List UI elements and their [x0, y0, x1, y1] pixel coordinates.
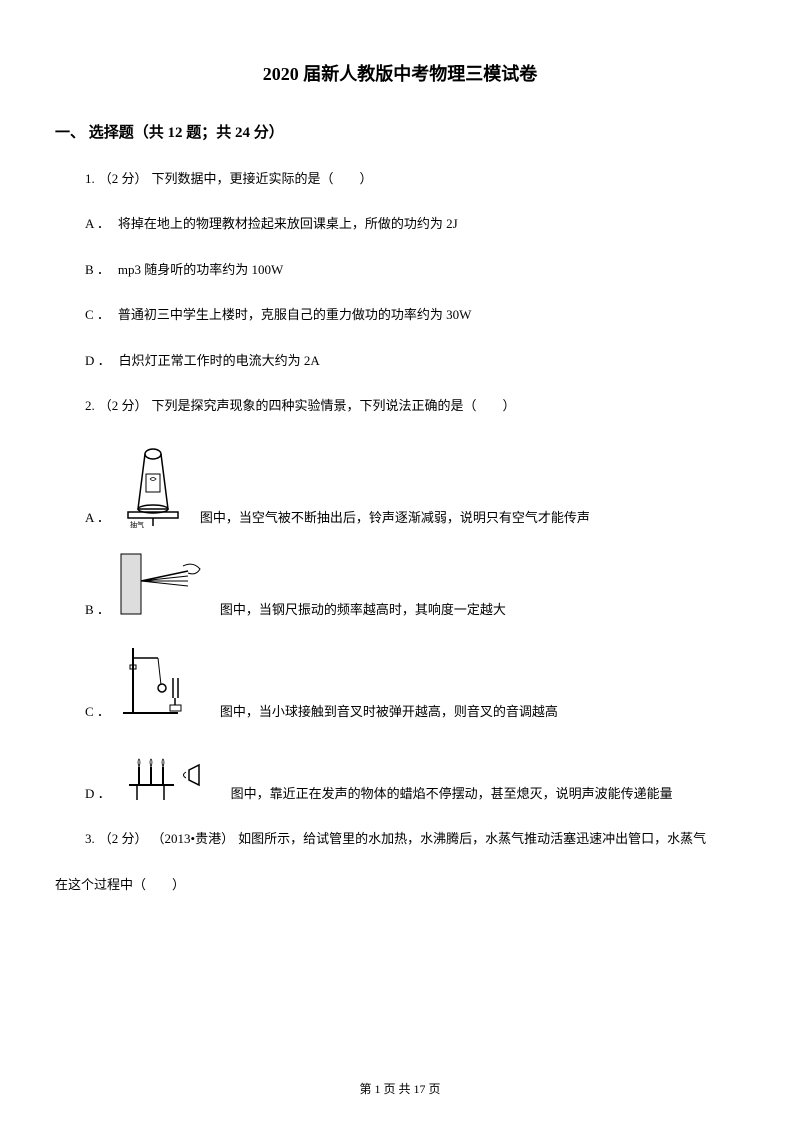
option-label: C ． [85, 700, 110, 723]
option-1b: B ． mp3 随身听的功率约为 100W [55, 258, 745, 281]
question-number: 3. [85, 831, 95, 846]
question-points: （2 分） [99, 831, 148, 846]
option-2d: D ． 图中，靠近正在发声的物体的蜡焰不停摆动，甚至熄灭，说明声波能传递能量 [55, 745, 745, 805]
question-points: （2 分） [99, 398, 148, 413]
option-2c: C ． 图中，当小球接触到音叉时被弹开越高，则音叉的音调越高 [55, 643, 745, 723]
footer-total: 17 [414, 1082, 426, 1096]
option-text: 将掉在地上的物理教材捡起来放回课桌上，所做的功约为 2J [118, 212, 458, 235]
option-text: 图中，当钢尺振动的频率越高时，其响度一定越大 [220, 598, 506, 621]
page-footer: 第 1 页 共 17 页 [0, 1080, 800, 1097]
option-2a: A ． 抽气 图中，当空气被不断抽出后，铃声逐渐减弱，说明只有空气才能传声 [55, 439, 745, 529]
footer-current: 1 [374, 1082, 380, 1096]
question-2: 2. （2 分） 下列是探究声现象的四种实验情景，下列说法正确的是（ ） [55, 394, 745, 417]
footer-middle: 页 共 [383, 1082, 410, 1096]
option-text: 图中，靠近正在发声的物体的蜡焰不停摆动，甚至熄灭，说明声波能传递能量 [231, 782, 673, 805]
question-number: 2. [85, 398, 95, 413]
question-points: （2 分） [99, 171, 148, 186]
option-text: 图中，当空气被不断抽出后，铃声逐渐减弱，说明只有空气才能传声 [200, 506, 590, 529]
question-1: 1. （2 分） 下列数据中，更接近实际的是（ ） [55, 167, 745, 190]
option-label: D ． [85, 349, 111, 372]
section-title: 选择题（共 12 题；共 24 分） [89, 125, 284, 141]
option-text: 白炽灯正常工作时的电流大约为 2A [119, 349, 320, 372]
option-1d: D ． 白炽灯正常工作时的电流大约为 2A [55, 349, 745, 372]
option-label: B ． [85, 598, 110, 621]
option-text: 图中，当小球接触到音叉时被弹开越高，则音叉的音调越高 [220, 700, 558, 723]
option-1a: A ． 将掉在地上的物理教材捡起来放回课桌上，所做的功约为 2J [55, 212, 745, 235]
question-text: 下列数据中，更接近实际的是（ ） [152, 171, 373, 186]
ruler-vibration-icon [118, 551, 208, 621]
option-label: A ． [85, 212, 110, 235]
option-text: 普通初三中学生上楼时，克服自己的重力做功的功率约为 30W [118, 303, 472, 326]
question-text: 下列是探究声现象的四种实验情景，下列说法正确的是（ ） [152, 398, 516, 413]
question-prefix: （2013•贵港） [152, 831, 235, 846]
svg-text:抽气: 抽气 [130, 520, 144, 529]
option-label: A ． [85, 506, 110, 529]
option-text: mp3 随身听的功率约为 100W [118, 258, 283, 281]
section-number: 一、 [55, 125, 85, 141]
footer-prefix: 第 [359, 1082, 371, 1096]
tuning-fork-icon [118, 643, 208, 723]
option-1c: C ． 普通初三中学生上楼时，克服自己的重力做功的功率约为 30W [55, 303, 745, 326]
question-text: 如图所示，给试管里的水加热，水沸腾后，水蒸气推动活塞迅速冲出管口，水蒸气 [238, 831, 706, 846]
candle-speaker-icon [119, 745, 219, 805]
bell-jar-icon: 抽气 [118, 439, 188, 529]
option-label: C ． [85, 303, 110, 326]
option-2b: B ． 图中，当钢尺振动的频率越高时，其响度一定越大 [55, 551, 745, 621]
question-number: 1. [85, 171, 95, 186]
continuation-text: 在这个过程中（ ） [55, 877, 185, 892]
option-label: D ． [85, 782, 111, 805]
question-3-continuation: 在这个过程中（ ） [55, 873, 745, 896]
option-label: B ． [85, 258, 110, 281]
page-title: 2020 届新人教版中考物理三模试卷 [55, 60, 745, 86]
question-3: 3. （2 分） （2013•贵港） 如图所示，给试管里的水加热，水沸腾后，水蒸… [55, 827, 745, 850]
section-header: 一、 选择题（共 12 题；共 24 分） [55, 121, 745, 142]
footer-suffix: 页 [429, 1082, 441, 1096]
